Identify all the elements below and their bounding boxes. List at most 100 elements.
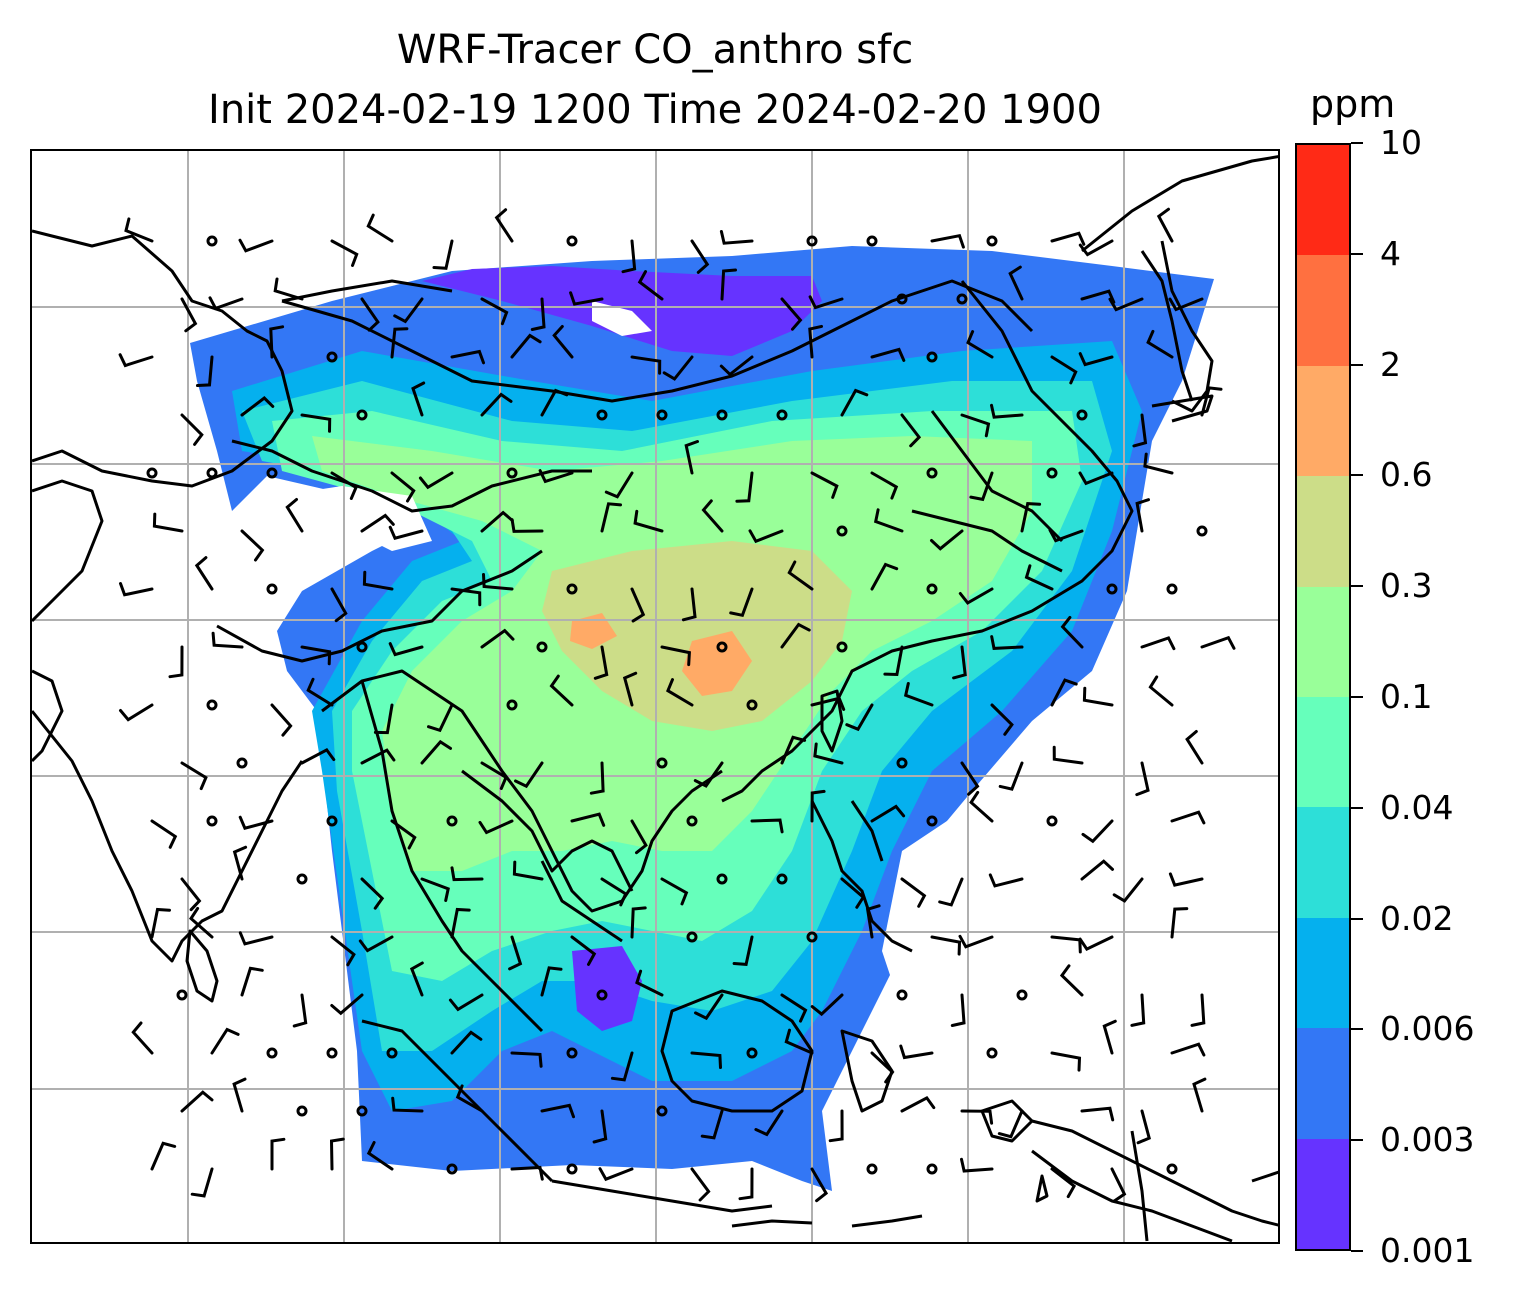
- calm-wind-circle: [656, 1105, 668, 1117]
- calm-wind-circle: [356, 409, 368, 421]
- wind-barb: [238, 238, 274, 253]
- wind-barb: [1050, 1051, 1082, 1072]
- calm-wind-circle: [776, 873, 788, 885]
- calm-wind-circle: [566, 1047, 578, 1059]
- wind-barb: [592, 1109, 608, 1144]
- wind-barb: [455, 1084, 484, 1113]
- wind-barb: [329, 1137, 345, 1171]
- wind-barb: [969, 790, 994, 823]
- wind-barb: [152, 512, 184, 533]
- wind-barb: [450, 1030, 483, 1055]
- calm-wind-circle: [446, 815, 458, 827]
- wind-barb: [865, 904, 881, 939]
- wind-barb: [958, 587, 994, 605]
- wind-barb: [150, 907, 171, 939]
- wind-barb: [570, 935, 597, 966]
- calm-wind-circle: [866, 1163, 878, 1175]
- wind-barb: [373, 703, 394, 735]
- wind-barb: [899, 1044, 934, 1060]
- wind-barb: [366, 1141, 394, 1171]
- coastlines-and-borders: [32, 155, 1278, 1242]
- wind-barb: [690, 1051, 722, 1069]
- wind-barb: [510, 333, 542, 359]
- wind-barb: [269, 325, 285, 359]
- wind-barb: [840, 388, 869, 417]
- wind-barb: [810, 471, 839, 499]
- wind-barb: [870, 562, 899, 591]
- calm-wind-circle: [356, 1105, 368, 1117]
- wind-barb: [300, 747, 336, 765]
- wind-barb: [810, 1167, 829, 1203]
- colorbar-tick-label: 10: [1380, 123, 1422, 162]
- wind-barb: [630, 587, 646, 623]
- wind-barb: [604, 471, 634, 499]
- colorbar-tick-label: 4: [1380, 233, 1401, 273]
- wind-barb: [238, 931, 274, 946]
- calm-wind-circle: [356, 641, 368, 653]
- calm-wind-circle: [206, 467, 218, 479]
- wind-barb: [1110, 1167, 1127, 1203]
- wind-barb: [966, 330, 994, 359]
- wind-barb: [780, 297, 803, 331]
- wind-barb: [633, 509, 664, 533]
- wind-barb: [330, 471, 358, 500]
- wind-barb: [210, 1027, 240, 1055]
- co-concentration-field: [190, 246, 1214, 1191]
- colorbar-tick-label: 0.006: [1380, 1009, 1475, 1049]
- wind-barb: [719, 355, 754, 377]
- wind-barb: [845, 703, 874, 732]
- wind-barb: [514, 761, 544, 789]
- wind-barb: [168, 645, 184, 679]
- calm-wind-circle: [446, 1163, 458, 1175]
- wind-barb: [1146, 329, 1174, 359]
- wind-barb: [180, 413, 204, 446]
- wind-barb: [300, 413, 332, 433]
- colorbar-tick-label: 2: [1380, 344, 1401, 384]
- wind-barb: [150, 819, 178, 849]
- wind-barb: [780, 622, 811, 649]
- wind-barb: [388, 525, 424, 540]
- calm-wind-circle: [506, 467, 518, 479]
- wind-barb: [119, 582, 154, 597]
- colorbar-segment: [1297, 807, 1349, 918]
- wind-barb: [1190, 993, 1206, 1027]
- wind-barb: [593, 645, 609, 680]
- calm-wind-circle: [566, 583, 578, 595]
- wind-barb: [232, 1077, 247, 1113]
- calm-wind-circle: [296, 873, 308, 885]
- colorbar-segment: [1297, 365, 1349, 477]
- wind-barb: [390, 471, 416, 503]
- wind-barb: [538, 469, 574, 484]
- wind-barb: [570, 812, 606, 827]
- wind-barb: [478, 819, 514, 835]
- calm-wind-circle: [266, 1047, 278, 1059]
- calm-wind-circle: [866, 235, 878, 247]
- wind-barb: [119, 703, 154, 722]
- wind-barb: [540, 966, 563, 997]
- wind-barb: [748, 529, 784, 544]
- wind-barb: [630, 355, 662, 375]
- wind-barb: [1050, 355, 1078, 385]
- wind-barb: [549, 674, 574, 707]
- calm-wind-circle: [236, 757, 248, 769]
- wind-barb: [997, 1109, 1024, 1139]
- wind-barb: [292, 993, 308, 1028]
- wind-barb: [1078, 239, 1114, 257]
- wind-barb: [930, 529, 964, 551]
- wind-barb: [883, 645, 904, 677]
- calm-wind-circle: [596, 409, 608, 421]
- wind-barb: [903, 682, 934, 707]
- wind-barb: [540, 388, 569, 417]
- wind-barb: [1200, 386, 1223, 417]
- wind-barb: [360, 877, 385, 910]
- wind-barb: [330, 935, 356, 967]
- wind-barb: [510, 1051, 543, 1068]
- wind-barb: [1048, 528, 1084, 543]
- wind-barb: [1108, 297, 1144, 312]
- wind-barb: [1200, 635, 1236, 650]
- wind-barb: [810, 696, 846, 711]
- wind-barb: [598, 1167, 634, 1182]
- wind-barb: [180, 297, 198, 333]
- calm-wind-circle: [1016, 989, 1028, 1001]
- wind-barb: [390, 327, 409, 359]
